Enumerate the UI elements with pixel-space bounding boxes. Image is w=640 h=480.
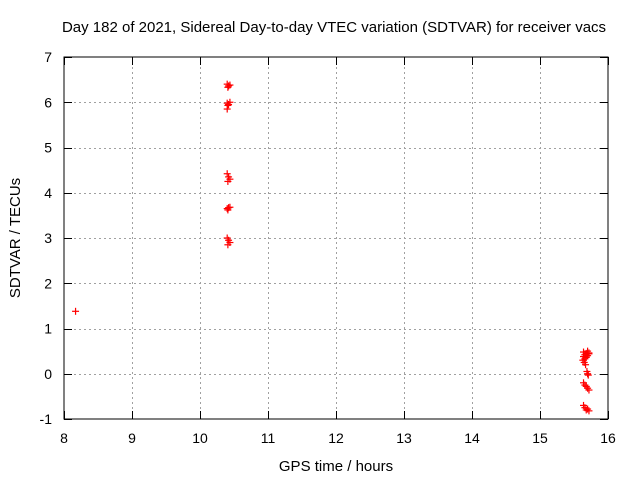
y-tick-label: 1 (44, 321, 52, 337)
x-tick-label: 11 (261, 430, 276, 446)
x-tick-label: 14 (464, 430, 480, 446)
y-tick-label: 3 (44, 230, 52, 246)
x-tick-label: 13 (396, 430, 412, 446)
grid-lines (64, 57, 608, 419)
chart-title: Day 182 of 2021, Sidereal Day-to-day VTE… (62, 19, 606, 36)
x-tick-label: 16 (600, 430, 616, 446)
data-points (72, 80, 593, 415)
y-tick-label: 5 (44, 140, 52, 156)
data-point (582, 361, 590, 369)
y-tick-label: 4 (44, 185, 52, 201)
y-tick-label: 7 (44, 49, 52, 65)
x-tick-label: 10 (192, 430, 208, 446)
data-point (585, 407, 593, 415)
data-point (585, 386, 593, 394)
data-point (223, 170, 231, 178)
data-point (585, 350, 593, 358)
y-tick-label: 0 (44, 366, 52, 382)
data-point (224, 177, 232, 185)
x-tick-label: 15 (532, 430, 548, 446)
data-point (225, 82, 233, 90)
x-tick-label: 12 (328, 430, 344, 446)
y-axis-label: SDTVAR / TECUs (7, 178, 24, 298)
y-tick-label: 2 (44, 275, 52, 291)
data-point (224, 83, 232, 91)
data-point (224, 206, 232, 214)
plot-frame (63, 56, 609, 420)
data-point (72, 307, 80, 315)
x-tick-labels: 8 9 10 11 12 13 14 15 16 (60, 430, 616, 446)
y-tick-label: -1 (40, 411, 53, 427)
y-tick-labels: -1 0 1 2 3 4 5 6 7 (40, 49, 53, 427)
data-point (224, 241, 232, 249)
x-tick-label: 9 (128, 430, 136, 446)
data-point (223, 105, 231, 113)
x-axis-label: GPS time / hours (279, 458, 393, 475)
data-point (584, 370, 592, 378)
data-point (224, 101, 232, 109)
y-tick-label: 6 (44, 94, 52, 110)
x-tick-label: 8 (60, 430, 68, 446)
data-point (584, 371, 592, 379)
